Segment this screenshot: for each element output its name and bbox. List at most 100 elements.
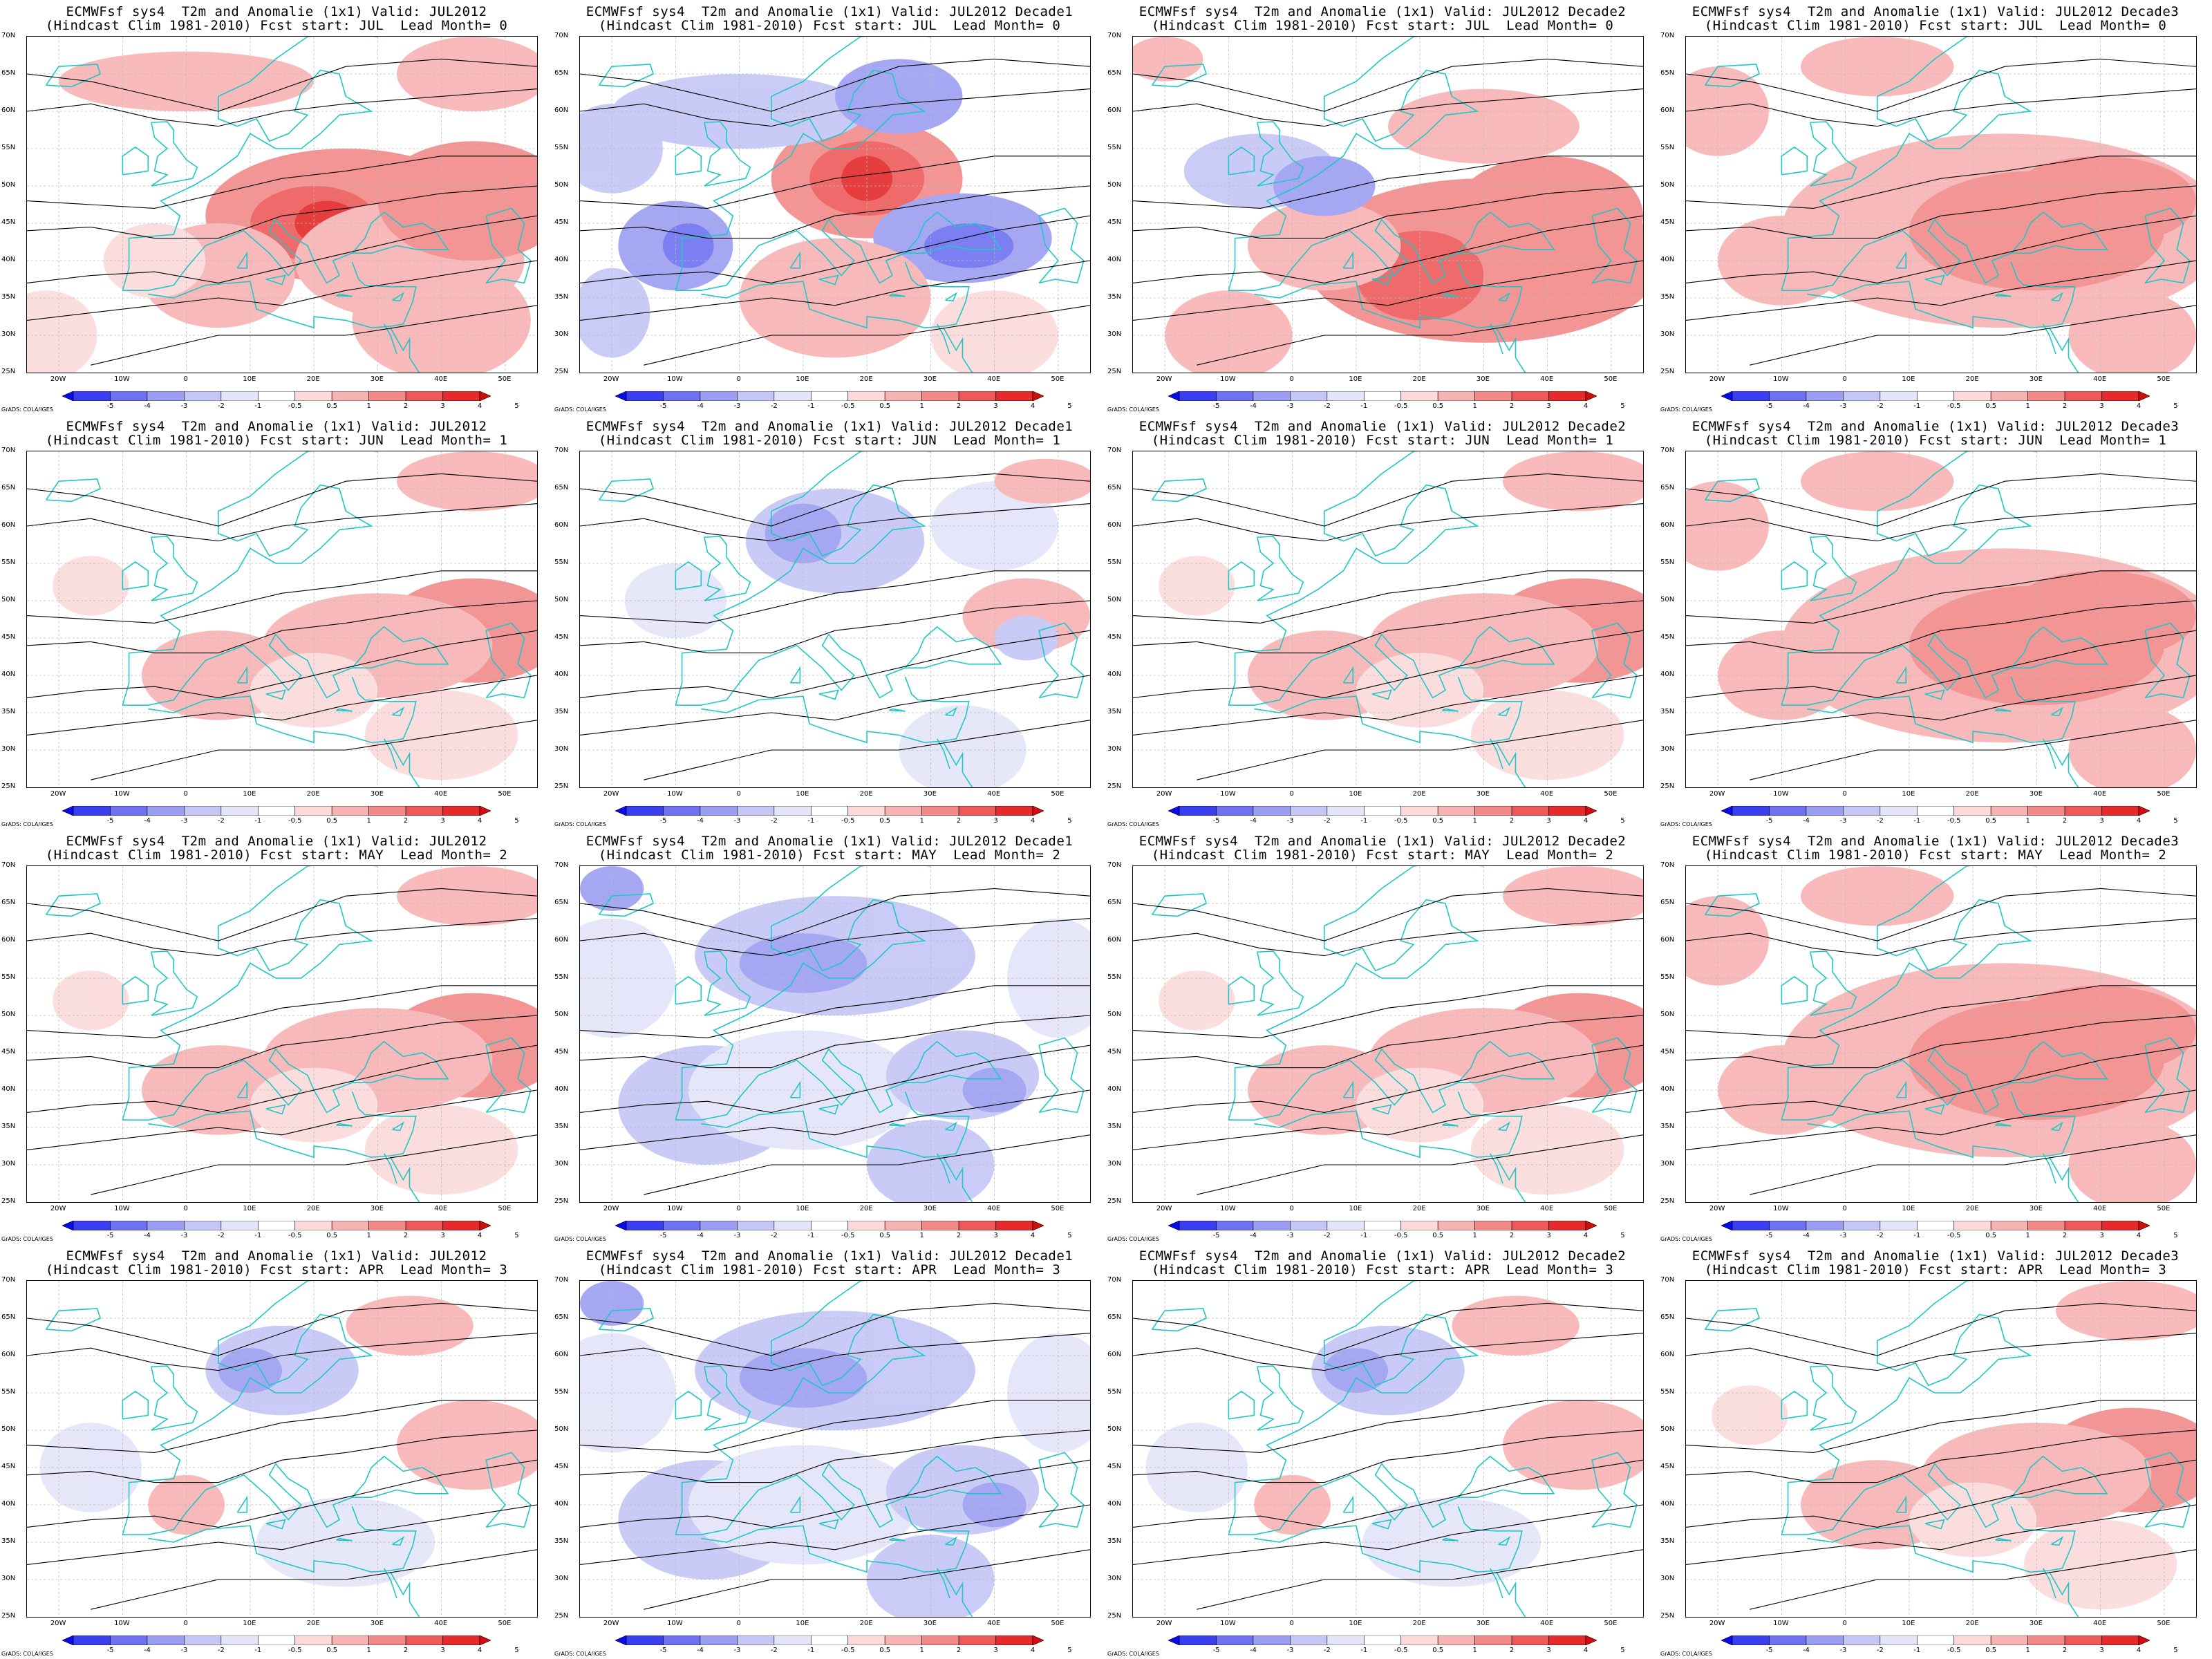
isotherm-contour: [27, 185, 537, 239]
colorbar-arrow-low: [615, 806, 627, 816]
colorbar-label: -1: [254, 817, 262, 825]
latitude-label: 70N: [554, 32, 569, 39]
colorbar-segment: [331, 1635, 369, 1645]
isotherm-contour: [580, 888, 1090, 941]
longitude-label: 10W: [1220, 1620, 1236, 1627]
colorbar-label: 1: [919, 402, 924, 410]
isotherm-contour: [1686, 630, 2196, 698]
isotherm-contour: [580, 156, 1090, 209]
colorbar-segment: [1843, 806, 1881, 816]
panel-title: ECMWFsf sys4 T2m and Anomalie (1x1) Vali…: [585, 4, 1074, 19]
colorbar-label: -3: [733, 817, 741, 825]
isotherm-contour: [1686, 600, 2196, 654]
coastline: [1256, 121, 1304, 187]
colorbar-label: -0.5: [841, 1232, 855, 1239]
colorbar-label: 1: [2025, 817, 2030, 825]
longitude-label: 10E: [1349, 375, 1362, 383]
longitude-label: 10W: [1773, 1205, 1789, 1212]
colorbar-label: -1: [1913, 817, 1921, 825]
colorbar-label: -5: [659, 1232, 667, 1239]
isotherm-contour: [27, 1015, 537, 1069]
coastline: [701, 1506, 970, 1573]
colorbar-segment: [1363, 1221, 1402, 1230]
colorbar-label: 1: [366, 1647, 371, 1654]
coastline: [1809, 950, 1857, 1016]
colorbar-label: 1: [366, 817, 371, 825]
colorbar-segment: [626, 806, 664, 816]
coastline: [236, 251, 248, 269]
latitude-label: 45N: [1660, 1048, 1675, 1056]
longitude-label: 30E: [1476, 790, 1490, 798]
coastline: [2144, 1452, 2191, 1528]
latitude-label: 25N: [1, 368, 16, 375]
colorbar: [615, 391, 1044, 401]
colorbar-segment: [1253, 1635, 1291, 1645]
coastline: [599, 478, 655, 503]
panel-title: ECMWFsf sys4 T2m and Anomalie (1x1) Vali…: [1691, 834, 2180, 849]
colorbar-label: 2: [1509, 1232, 1515, 1239]
anomaly-area: [1909, 1482, 2037, 1557]
grads-credit: GrADS: COLA/IGES: [1, 406, 53, 413]
coastline: [789, 666, 801, 684]
longitude-label: 40E: [434, 1620, 448, 1627]
colorbar-label: -2: [770, 1647, 778, 1654]
colorbar-segment: [1511, 1221, 1549, 1230]
colorbar: [62, 1635, 491, 1645]
coastline: [1498, 1121, 1511, 1132]
coastline: [936, 324, 950, 355]
panel-subtitle: (Hindcast Clim 1981-2010) Fcst start: JU…: [598, 433, 1061, 448]
isotherm-contour: [580, 1400, 1090, 1453]
latitude-label: 65N: [1660, 484, 1675, 491]
colorbar-label: 0.5: [1432, 1232, 1444, 1239]
latitude-label: 25N: [1, 1612, 16, 1620]
isotherm-contour: [1133, 1302, 1643, 1356]
colorbar-arrow-low: [62, 1635, 74, 1645]
latitude-label: 50N: [1107, 1425, 1122, 1433]
anomaly-area: [397, 1400, 537, 1490]
coastline: [1228, 1281, 1484, 1535]
colorbar-segment: [405, 1635, 443, 1645]
latitude-label: 30N: [1660, 1160, 1675, 1168]
latitude-label: 40N: [554, 671, 569, 678]
panel-title: ECMWFsf sys4 T2m and Anomalie (1x1) Vali…: [66, 1248, 487, 1264]
longitude-label: 10E: [243, 375, 256, 383]
coastline: [2042, 324, 2056, 355]
longitude-label: 30E: [2029, 375, 2043, 383]
latitude-label: 40N: [1660, 1085, 1675, 1093]
colorbar-segment: [221, 391, 259, 401]
colorbar-label: -2: [1876, 817, 1884, 825]
colorbar-label: 5: [1620, 817, 1625, 825]
colorbar-label: -2: [1876, 402, 1884, 410]
map-area: [26, 1280, 538, 1618]
latitude-label: 45N: [554, 633, 569, 641]
colorbar-segment: [294, 391, 332, 401]
colorbar-segment: [110, 391, 148, 401]
anomaly-area: [580, 1333, 676, 1453]
coastline: [122, 975, 149, 1005]
latitude-label: 65N: [554, 484, 569, 491]
map-panel: ECMWFsf sys4 T2m and Anomalie (1x1) Vali…: [1106, 0, 1659, 415]
latitude-label: 35N: [1660, 1537, 1675, 1545]
coastline: [1807, 1506, 2076, 1573]
anomaly-area: [52, 556, 129, 616]
anomaly-area: [1362, 1497, 1541, 1587]
coastline: [485, 207, 532, 284]
isotherm-contour: [580, 1089, 1090, 1150]
coastline: [1371, 274, 1392, 285]
isotherm-contour: [27, 570, 537, 624]
colorbar-label: 0.5: [879, 817, 891, 825]
anomaly-area: [1711, 1385, 1788, 1445]
colorbar-label: -4: [143, 402, 151, 410]
colorbar-segment: [1880, 391, 1918, 401]
colorbar-label: -5: [1765, 817, 1773, 825]
coastline: [1924, 1519, 1945, 1530]
colorbar-segment: [331, 391, 369, 401]
longitude-label: 30E: [370, 375, 384, 383]
colorbar-segment: [1474, 391, 1512, 401]
latitude-label: 45N: [1660, 1463, 1675, 1470]
coastline: [1809, 1365, 1857, 1431]
coastline: [889, 293, 906, 297]
colorbar-label: 1: [1472, 817, 1477, 825]
colorbar-arrow-low: [1168, 1221, 1180, 1230]
isotherm-contour: [1133, 888, 1643, 941]
